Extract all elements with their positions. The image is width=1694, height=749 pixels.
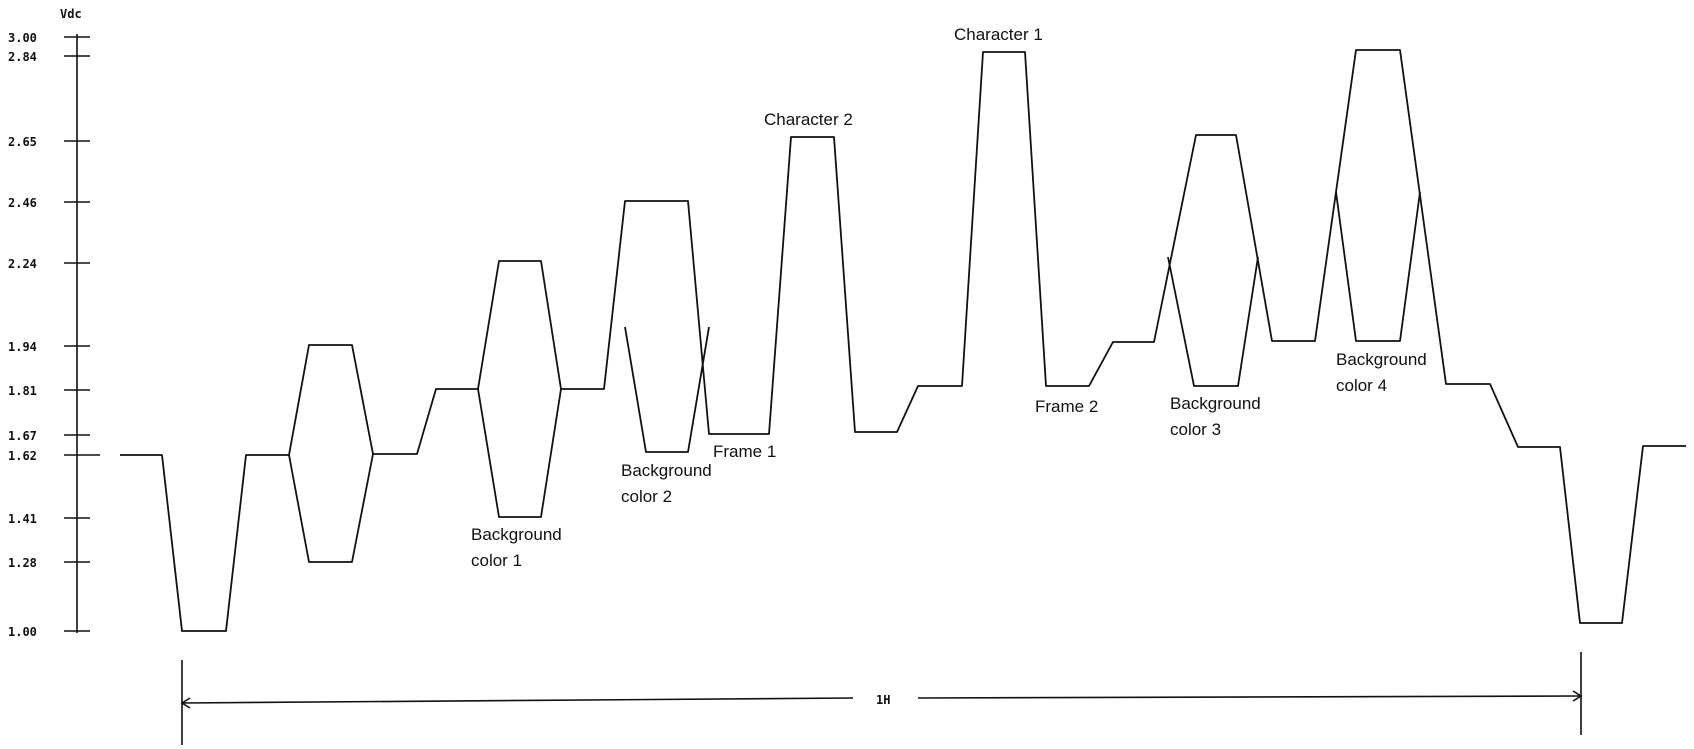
y-axis-tick-label: 1.41: [8, 512, 37, 526]
label-background-color-4-line2: color 4: [1336, 376, 1387, 395]
span-arrow-right: [1572, 690, 1583, 702]
label-character-1: Character 1: [954, 25, 1043, 44]
waveform-lower-background-1: [288, 453, 374, 563]
label-background-color-3-line2: color 3: [1170, 420, 1221, 439]
waveform-main-trace: [120, 49, 1686, 632]
waveform-lower-background-3: [624, 326, 710, 453]
span-line-left: [181, 697, 854, 704]
y-axis-tick-label: 3.00: [8, 31, 37, 45]
y-axis-ticks: 3.00 2.84 2.65 2.46 2.24 1.94 1.81 1.67 1.62 1.41…: [8, 31, 100, 639]
label-background-color-1-line2: color 1: [471, 551, 522, 570]
label-character-2: Character 2: [764, 110, 853, 129]
waveform-lower-background-4: [1167, 256, 1259, 387]
waveform-lower-background-2: [477, 388, 562, 518]
y-axis-unit-label: Vdc: [60, 7, 82, 21]
y-axis-tick-label: 1.28: [8, 556, 37, 570]
y-axis-tick-label: 2.65: [8, 135, 37, 149]
y-axis-tick-label: 1.67: [8, 429, 37, 443]
y-axis-tick-label: 2.24: [8, 257, 37, 271]
label-background-color-4-line1: Background: [1336, 350, 1427, 369]
label-background-color-1-line1: Background: [471, 525, 562, 544]
span-label-1h: 1H: [876, 693, 890, 707]
waveform-lower-background-5: [1335, 191, 1421, 342]
y-axis-tick-label: 2.46: [8, 196, 37, 210]
span-line-right: [917, 695, 1582, 699]
label-background-color-3-line1: Background: [1170, 394, 1261, 413]
voltage-waveform: [120, 49, 1686, 632]
span-arrow-left: [180, 697, 191, 709]
y-axis-tick-label: 1.00: [8, 625, 37, 639]
label-frame-1: Frame 1: [713, 442, 776, 461]
y-axis-tick-label: 1.62: [8, 449, 37, 463]
y-axis-tick-label: 1.94: [8, 340, 37, 354]
label-frame-2: Frame 2: [1035, 397, 1098, 416]
label-background-color-2-line2: color 2: [621, 487, 672, 506]
label-background-color-2-line1: Background: [621, 461, 712, 480]
y-axis-tick-label: 1.81: [8, 384, 37, 398]
y-axis-tick-label: 2.84: [8, 50, 37, 64]
